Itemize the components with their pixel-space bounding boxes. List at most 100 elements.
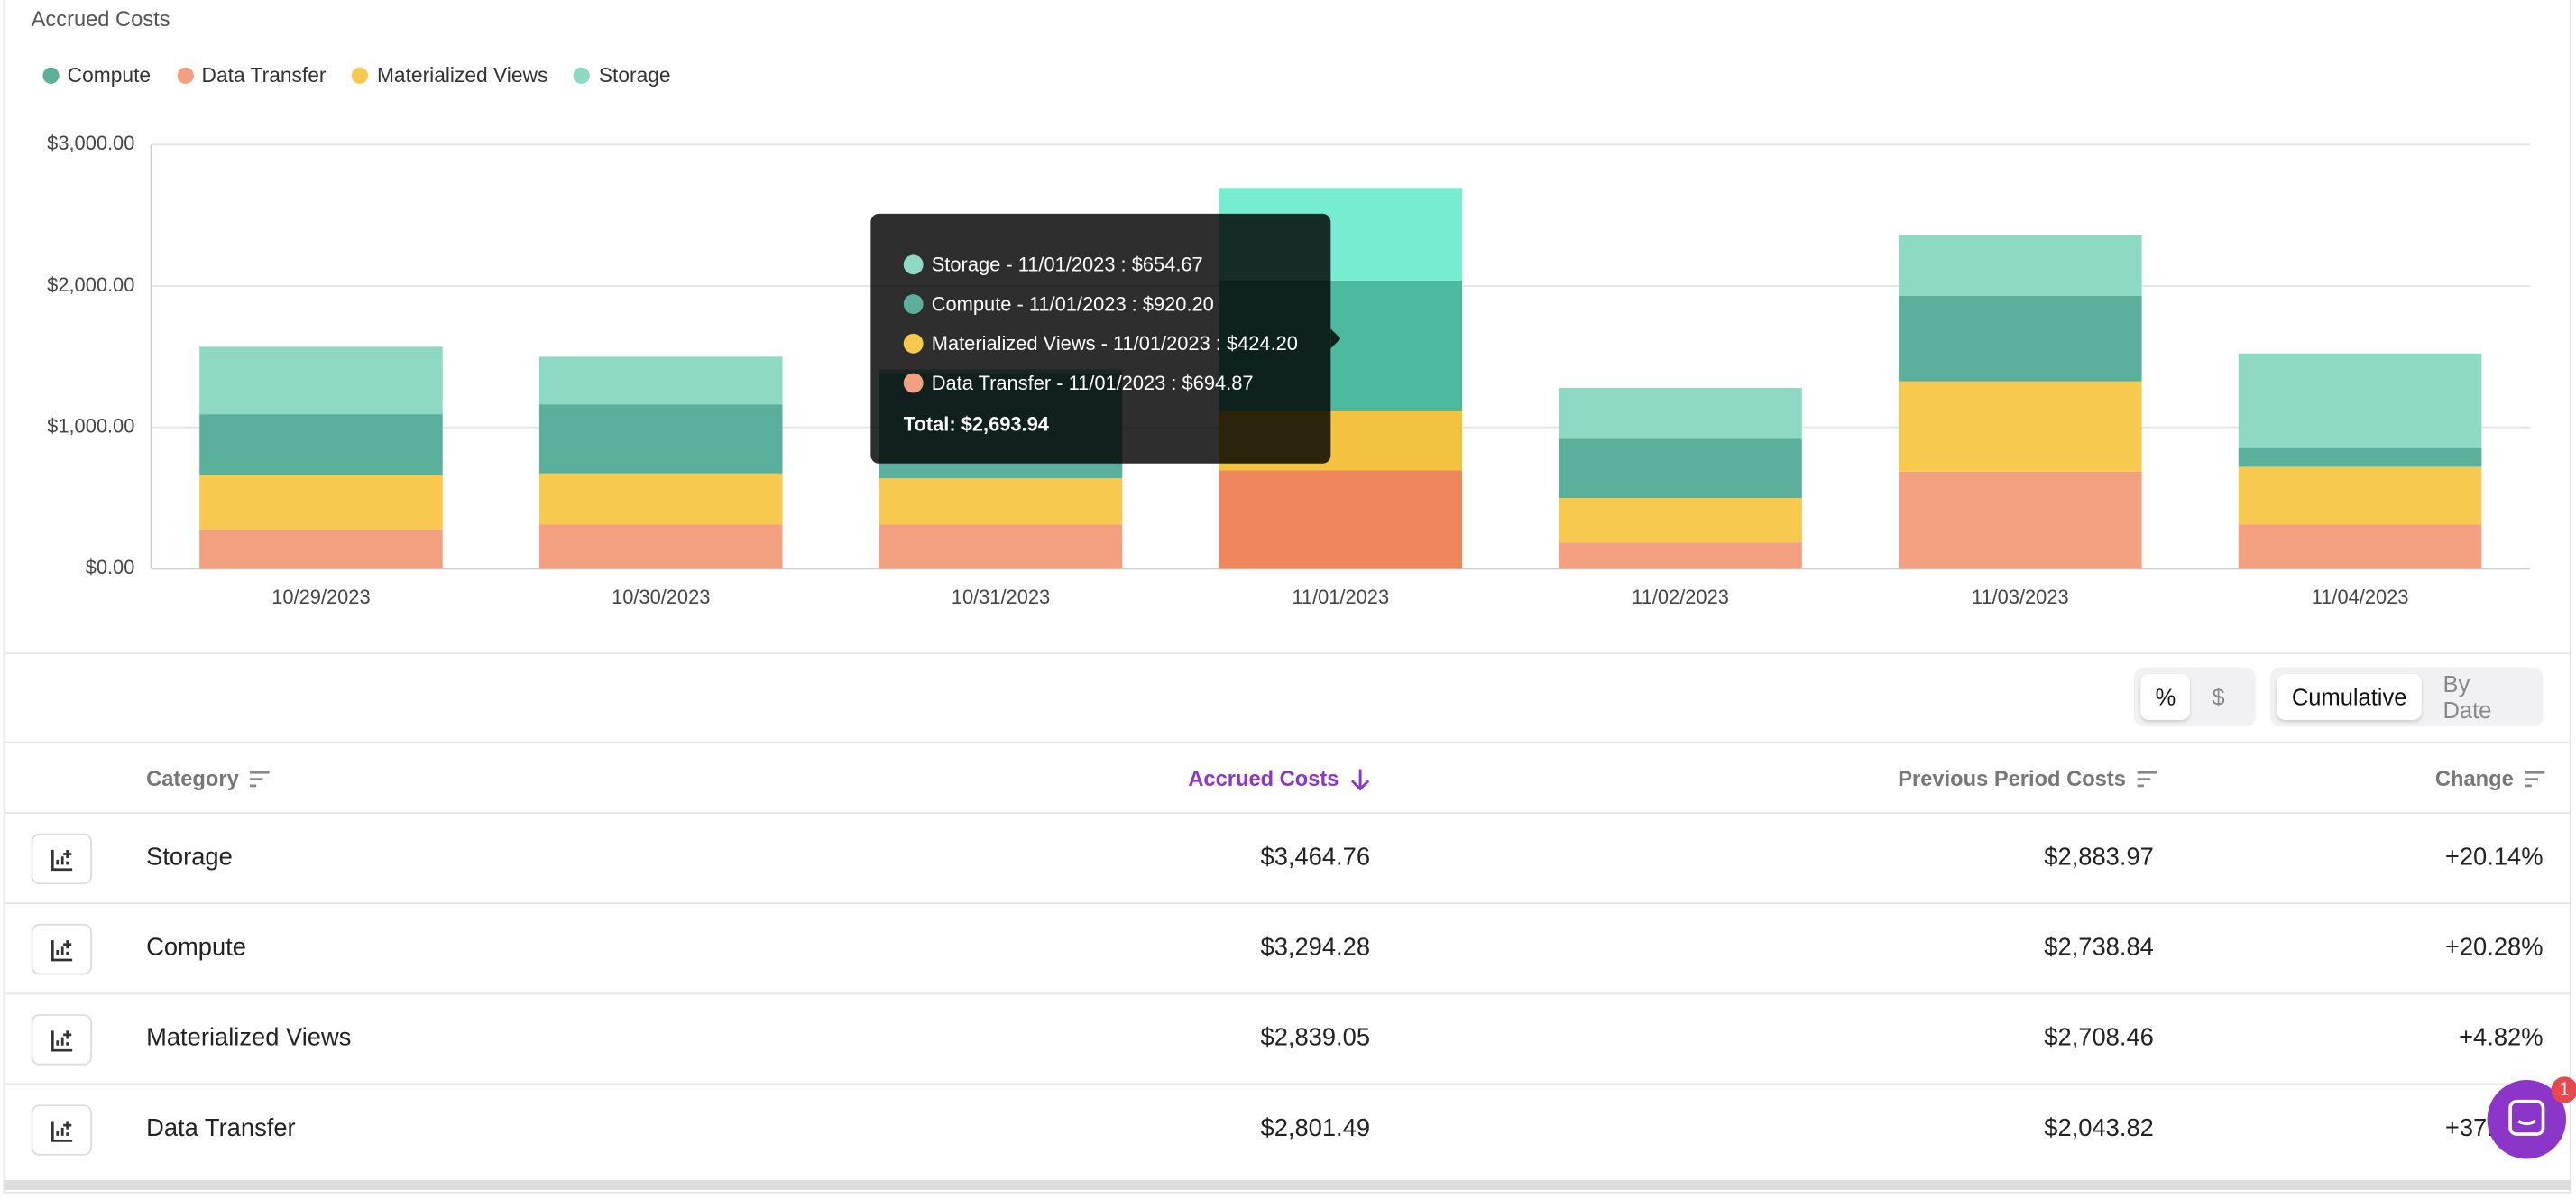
scrollbar xyxy=(3,1180,2571,1191)
table-cell: $3,294.28 xyxy=(1260,933,1371,962)
chat-badge: 1 xyxy=(2551,1076,2576,1103)
dollar-button[interactable]: $ xyxy=(2212,683,2225,711)
tooltip-swatch xyxy=(903,294,924,314)
tooltip-text: Compute - 11/01/2023 : $920.20 xyxy=(931,292,1214,316)
table-cell: $2,043.82 xyxy=(2044,1114,2154,1143)
legend-item[interactable]: Compute xyxy=(42,64,151,88)
legend: Compute Data Transfer Materialized Views St… xyxy=(42,64,671,88)
chart-add-icon xyxy=(51,939,72,961)
bar-segment xyxy=(1219,470,1463,569)
bar-segment xyxy=(1899,235,2142,296)
legend-item[interactable]: Storage xyxy=(574,64,671,88)
by-date-button[interactable]: By Date xyxy=(2443,670,2492,724)
cumulative-button[interactable]: Cumulative xyxy=(2277,673,2422,720)
card xyxy=(3,0,2571,1194)
x-tick-label: 11/01/2023 xyxy=(1292,586,1389,608)
chart-add-icon xyxy=(51,1120,72,1141)
legend-swatch xyxy=(177,67,194,84)
table-cell: $3,464.76 xyxy=(1260,843,1371,872)
card-title: Accrued Costs xyxy=(31,6,170,32)
bar-segment xyxy=(199,414,443,475)
legend-item[interactable]: Materialized Views xyxy=(352,64,548,88)
row-divider xyxy=(3,1083,2571,1085)
tooltip-text: Storage - 11/01/2023 : $654.67 xyxy=(931,253,1203,277)
y-tick-label: $0.00 xyxy=(86,556,135,578)
table-cell: Storage xyxy=(146,843,233,872)
header-text: Previous Period Costs xyxy=(1898,766,2126,791)
table-cell: Materialized Views xyxy=(146,1024,352,1053)
column-header[interactable]: Category xyxy=(146,766,271,790)
divider xyxy=(3,812,2571,814)
legend-swatch xyxy=(352,67,369,84)
bar-segment xyxy=(2238,466,2482,525)
x-tick-label: 10/30/2023 xyxy=(612,586,710,608)
legend-label: Compute xyxy=(67,64,152,88)
table-cell: Compute xyxy=(146,933,246,962)
bar-segment xyxy=(1559,542,1802,569)
bar-segment xyxy=(2238,524,2482,569)
table-cell: +20.14% xyxy=(2444,843,2544,872)
x-tick-label: 11/02/2023 xyxy=(1632,586,1729,608)
bar-segment xyxy=(2238,447,2482,467)
row-divider xyxy=(3,902,2571,905)
divider xyxy=(3,652,2571,655)
x-tick-label: 11/04/2023 xyxy=(2312,586,2409,608)
row-chart-button[interactable] xyxy=(31,833,92,885)
table-cell: Data Transfer xyxy=(146,1114,296,1143)
bar-segment xyxy=(1899,471,2142,569)
bar-segment xyxy=(1559,438,1802,499)
row-chart-button[interactable] xyxy=(31,1104,92,1156)
y-tick-label: $2,000.00 xyxy=(47,273,134,296)
tooltip-row: Storage - 11/01/2023 : $654.67 xyxy=(903,245,1331,284)
table-cell: +20.28% xyxy=(2444,933,2544,962)
percent-button[interactable]: % xyxy=(2140,673,2191,720)
bar-segment xyxy=(1559,498,1802,543)
column-header[interactable]: Accrued Costs xyxy=(1188,766,1372,790)
bar-segment xyxy=(538,356,783,405)
table-cell: $2,801.49 xyxy=(1260,1114,1371,1143)
column-header[interactable]: Change xyxy=(2435,766,2546,790)
table-cell: $2,708.46 xyxy=(2044,1024,2154,1053)
chat-icon xyxy=(2508,1099,2545,1136)
x-tick-label: 10/29/2023 xyxy=(271,586,370,608)
bar-segment xyxy=(199,475,443,530)
sort-icon xyxy=(1350,768,1370,790)
bar-segment xyxy=(1899,295,2142,382)
chart-add-icon xyxy=(51,849,72,871)
legend-label: Storage xyxy=(598,64,671,88)
divider xyxy=(3,741,2571,743)
bar-segment xyxy=(1899,381,2142,472)
y-tick-label: $1,000.00 xyxy=(47,414,134,437)
table-cell: +4.82% xyxy=(2459,1024,2544,1053)
legend-item[interactable]: Data Transfer xyxy=(177,64,326,88)
row-divider xyxy=(3,992,2571,995)
x-tick-label: 11/03/2023 xyxy=(1972,586,2069,608)
tooltip-row: Materialized Views - 11/01/2023 : $424.2… xyxy=(903,324,1331,364)
bar-segment xyxy=(199,529,443,569)
legend-label: Materialized Views xyxy=(376,64,548,88)
table-cell: $2,839.05 xyxy=(1260,1024,1371,1053)
unit-toggle: % $ xyxy=(2133,667,2256,727)
tooltip-swatch xyxy=(903,373,924,393)
bar-segment xyxy=(538,404,783,474)
sort-icon xyxy=(250,771,271,787)
tooltip-text: Data Transfer - 11/01/2023 : $694.87 xyxy=(931,371,1254,395)
tooltip-swatch xyxy=(903,333,924,354)
mode-toggle: Cumulative By Date xyxy=(2270,667,2544,727)
header-text: Category xyxy=(146,766,239,791)
bar-segment xyxy=(199,346,443,415)
bar-segment xyxy=(538,473,783,525)
legend-label: Data Transfer xyxy=(201,64,327,88)
row-chart-button[interactable] xyxy=(31,1014,92,1066)
bar-segment xyxy=(538,524,783,569)
row-chart-button[interactable] xyxy=(31,923,92,975)
bar-segment xyxy=(879,478,1123,525)
table-cell: $2,883.97 xyxy=(2044,843,2154,872)
x-tick-label: 10/31/2023 xyxy=(952,586,1050,608)
tooltip-row: Compute - 11/01/2023 : $920.20 xyxy=(903,284,1331,324)
column-header[interactable]: Previous Period Costs xyxy=(1898,766,2158,790)
tooltip-row: Data Transfer - 11/01/2023 : $694.87 xyxy=(903,364,1331,403)
bar-segment xyxy=(1559,387,1802,439)
